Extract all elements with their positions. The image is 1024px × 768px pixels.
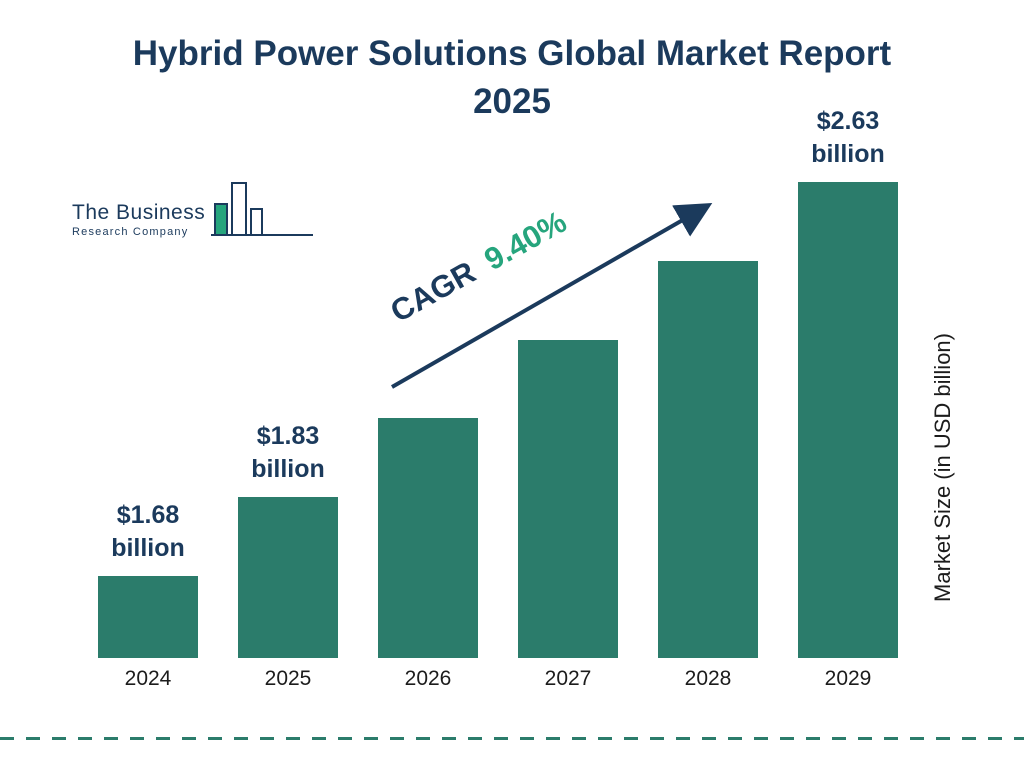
bar-2024: [98, 576, 198, 658]
x-axis-label-2025: 2025: [264, 667, 312, 690]
bar-2025: [238, 497, 338, 658]
y-axis-label: Market Size (in USD billion): [930, 333, 955, 602]
logo-text-line2: Research Company: [72, 226, 189, 238]
bars: $1.68 billion 2024 $1.83 billion 2025 2026 2027…: [98, 105, 898, 701]
x-axis-label-2028: 2028: [684, 667, 732, 690]
bar-group-2024: $1.68 billion 2024: [98, 499, 198, 701]
bar-group-2028: 2028: [658, 261, 758, 700]
bar-2027: [518, 340, 618, 658]
x-axis-label-2027: 2027: [544, 667, 592, 690]
value-label-2025: $1.83 billion: [251, 421, 325, 484]
x-axis-label-2026: 2026: [404, 667, 452, 690]
bar-group-2026: 2026: [378, 418, 478, 700]
title-line-1: Hybrid Power Solutions Global Market Rep…: [132, 34, 892, 73]
bar-2029: [798, 182, 898, 658]
bar-chart-logo-icon: [211, 182, 314, 236]
value-label-2029: $2.63 billion: [811, 106, 885, 169]
x-axis-label-2024: 2024: [124, 667, 172, 690]
value-label-2024: $1.68 billion: [111, 500, 185, 563]
bar-group-2025: $1.83 billion 2025: [238, 420, 338, 701]
company-logo: The Business Research Company: [72, 178, 315, 242]
page-title: Hybrid Power Solutions Global Market Rep…: [0, 30, 1024, 127]
x-axis-label-2029: 2029: [824, 667, 872, 690]
title-line-2: 2025: [473, 82, 551, 122]
logo-text: The Business Research Company: [72, 201, 205, 242]
bar-group-2027: 2027: [518, 340, 618, 700]
bar-group-2029: $2.63 billion 2029: [798, 105, 898, 701]
bottom-dashed-divider: [0, 737, 1024, 740]
bar-2026: [378, 418, 478, 658]
bar-2028: [658, 261, 758, 658]
logo-text-line1: The Business: [72, 201, 206, 224]
